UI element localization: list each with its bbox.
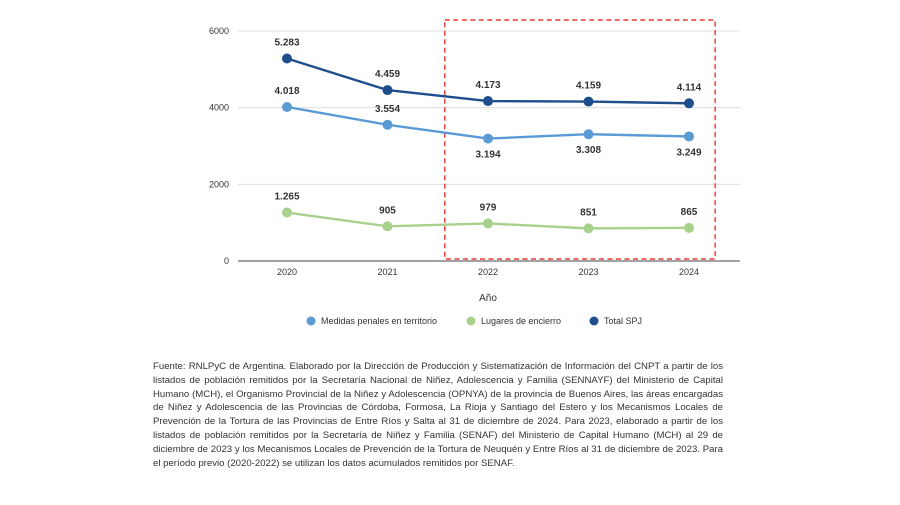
data-point	[382, 221, 393, 232]
series-layer	[282, 53, 694, 234]
data-point	[282, 101, 292, 112]
data-point	[583, 223, 594, 234]
data-label: 851	[580, 207, 597, 218]
legend-marker	[306, 316, 316, 326]
data-point	[684, 98, 694, 109]
y-tick-label: 4000	[209, 103, 229, 113]
data-point	[382, 85, 393, 96]
x-axis-title: Año	[479, 293, 497, 304]
data-label: 3.249	[676, 147, 701, 158]
data-labels-layer: 4.018 3.554 3.194 3.308 3.249 1.265 905 979 851 8…	[274, 37, 701, 218]
data-label: 4.173	[475, 80, 500, 91]
data-point	[382, 119, 393, 130]
data-label: 865	[681, 207, 698, 218]
data-point	[684, 131, 694, 142]
y-axis: 0 2000 4000 6000	[209, 26, 229, 266]
data-label: 3.194	[475, 150, 500, 161]
data-point	[684, 222, 694, 233]
legend-label: Medidas penales en territorio	[321, 316, 437, 326]
data-label: 3.308	[576, 145, 601, 156]
data-point	[583, 96, 594, 107]
data-label: 3.554	[375, 104, 400, 115]
data-label: 5.283	[274, 37, 299, 48]
legend: Medidas penales en territorio Lugares de …	[306, 316, 642, 326]
y-tick-label: 0	[224, 256, 229, 266]
legend-marker	[466, 316, 476, 326]
data-label: 4.159	[576, 81, 601, 92]
x-tick-label: 2021	[377, 267, 397, 277]
source-note: Fuente: RNLPyC de Argentina. Elaborado p…	[153, 361, 723, 469]
x-tick-label: 2020	[277, 267, 297, 277]
x-axis: 2020 2021 2022 2023 2024	[277, 267, 699, 277]
data-point	[483, 133, 493, 144]
data-label: 4.114	[677, 82, 702, 93]
data-label: 979	[480, 202, 497, 213]
data-point	[282, 53, 292, 64]
legend-label: Lugares de encierro	[481, 316, 561, 326]
data-point	[583, 129, 594, 140]
x-tick-label: 2024	[679, 267, 699, 277]
data-point	[483, 96, 493, 107]
data-point	[282, 207, 292, 218]
x-tick-label: 2023	[578, 267, 598, 277]
y-tick-label: 2000	[209, 179, 229, 189]
legend-marker	[589, 316, 599, 326]
x-tick-label: 2022	[478, 267, 498, 277]
y-tick-label: 6000	[209, 26, 229, 36]
grid	[238, 30, 740, 262]
data-label: 4.459	[375, 69, 400, 80]
data-label: 905	[379, 205, 396, 216]
line-chart: 0 2000 4000 6000 2020 2021 2022 2023 2024 4.018…	[209, 19, 740, 326]
data-label: 4.018	[274, 86, 299, 97]
data-point	[483, 218, 493, 229]
legend-label: Total SPJ	[604, 316, 642, 326]
data-label: 1.265	[274, 192, 299, 203]
